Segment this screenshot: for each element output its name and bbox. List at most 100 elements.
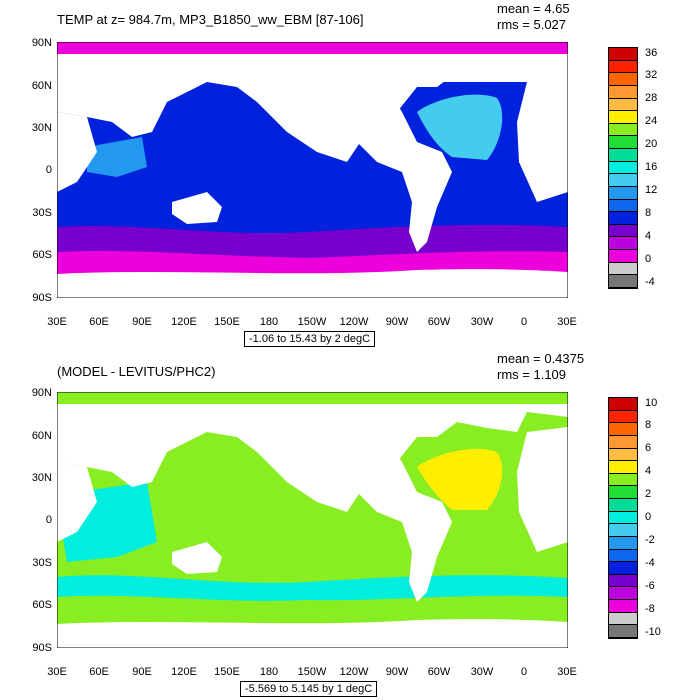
africa-east-land (517, 77, 568, 202)
lon-label: 60E (89, 666, 109, 678)
southern-band (57, 575, 568, 601)
lon-label: 90W (385, 666, 409, 678)
colorbar-swatch (609, 398, 637, 411)
colorbar-swatch (609, 473, 637, 487)
colorbar-label: 4 (645, 465, 652, 477)
lat-label: 30N (31, 122, 52, 134)
lat-label: 90S (32, 642, 52, 654)
colorbar-swatch (609, 448, 637, 462)
southern-band-2 (57, 250, 568, 274)
lon-label: 30E (557, 316, 577, 328)
panel-title: (MODEL - LEVITUS/PHC2) (57, 364, 216, 379)
colorbar-swatch (609, 562, 637, 575)
colorbar-swatch (609, 60, 637, 74)
colorbar-swatch (609, 587, 637, 600)
colorbar-label: 24 (645, 115, 658, 127)
contour-range-label: -1.06 to 15.43 by 2 degC (244, 331, 376, 347)
colorbar-swatch (609, 410, 637, 424)
indian-region (87, 137, 147, 177)
lat-label: 60N (31, 430, 52, 442)
colorbar-label: 12 (645, 184, 658, 196)
lon-label: 30E (47, 316, 67, 328)
colorbar-swatch (609, 111, 637, 124)
lon-label: 120E (171, 316, 197, 328)
colorbar-swatch (609, 237, 637, 250)
lat-label: 0 (45, 514, 52, 526)
lon-label: 30E (557, 666, 577, 678)
lon-label: 0 (520, 316, 528, 328)
colorbar-swatch (609, 435, 637, 449)
colorbar-swatch (609, 612, 637, 626)
lon-label: 60E (89, 316, 109, 328)
lat-label: 60S (32, 249, 52, 261)
lon-label: 30W (470, 666, 494, 678)
australia-land (172, 542, 222, 574)
lon-label: 120W (339, 316, 369, 328)
lon-label: 120E (171, 666, 197, 678)
colorbar-swatch (609, 98, 637, 112)
colorbar-swatch (609, 85, 637, 99)
colorbar-swatch (609, 123, 637, 137)
lon-label: 90W (385, 316, 409, 328)
colorbar-label: -10 (645, 626, 661, 638)
lon-label: 90E (132, 316, 152, 328)
colorbar-label: 8 (645, 207, 652, 219)
colorbar-swatch (609, 73, 637, 86)
colorbar-label: 6 (645, 442, 652, 454)
colorbar-swatch (609, 224, 637, 238)
colorbar-label: -6 (645, 580, 655, 592)
colorbar-label: 20 (645, 138, 658, 150)
lat-label: 90S (32, 292, 52, 304)
lat-label: 30N (31, 472, 52, 484)
colorbar-swatches (608, 47, 638, 289)
lon-label: 120W (339, 666, 369, 678)
lon-label: 60W (427, 316, 451, 328)
colorbar-label: 32 (645, 69, 658, 81)
colorbar-swatch (609, 549, 637, 563)
americas-land (312, 82, 452, 252)
lon-label: 180 (259, 316, 279, 328)
colorbar-label: 10 (645, 397, 658, 409)
antarctica-land (57, 619, 568, 648)
colorbar-swatch (609, 625, 637, 638)
southern-band-1 (57, 224, 568, 257)
colorbar-swatch (609, 275, 637, 288)
lon-label: 180 (259, 666, 279, 678)
australia-land (172, 192, 222, 224)
lon-label: 150W (297, 316, 327, 328)
colorbar-swatch (609, 574, 637, 588)
colorbar-label: 0 (645, 253, 652, 265)
colorbar-label: 0 (645, 511, 652, 523)
lat-label: 30S (32, 557, 52, 569)
colorbar-label: -8 (645, 603, 655, 615)
colorbar-swatch (609, 212, 637, 225)
africa-land (57, 112, 97, 192)
colorbar-swatch (609, 174, 637, 187)
top-panel: TEMP at z= 984.7m, MP3_B1850_ww_EBM [87-… (31, 1, 658, 347)
colorbar-label: 16 (645, 161, 658, 173)
lat-label: 90N (31, 387, 52, 399)
lat-label: 0 (45, 164, 52, 176)
colorbar-label: 2 (645, 488, 652, 500)
mean-value: mean = 0.4375 (497, 351, 585, 366)
colorbar-swatch (609, 486, 637, 499)
colorbar-swatch (609, 461, 637, 474)
africa-land (57, 462, 97, 542)
colorbar-label: 36 (645, 47, 658, 59)
lon-label: 150E (214, 316, 240, 328)
arctic-band (57, 42, 568, 54)
colorbar-swatch (609, 48, 637, 61)
colorbar-swatch (609, 262, 637, 276)
map-plot (57, 392, 568, 648)
lat-label: 60N (31, 80, 52, 92)
atlantic-region (417, 448, 503, 510)
colorbar-label: -4 (645, 276, 655, 288)
colorbar-label: 8 (645, 419, 652, 431)
bottom-panel: (MODEL - LEVITUS/PHC2) mean = 0.4375 rms… (0, 350, 700, 700)
eurasia-land (57, 404, 568, 512)
rms-value: rms = 1.109 (497, 367, 567, 382)
colorbar-label: -4 (645, 557, 655, 569)
lon-label: 150E (214, 666, 240, 678)
lon-label: 90E (132, 666, 152, 678)
colorbar-swatch (609, 186, 637, 200)
